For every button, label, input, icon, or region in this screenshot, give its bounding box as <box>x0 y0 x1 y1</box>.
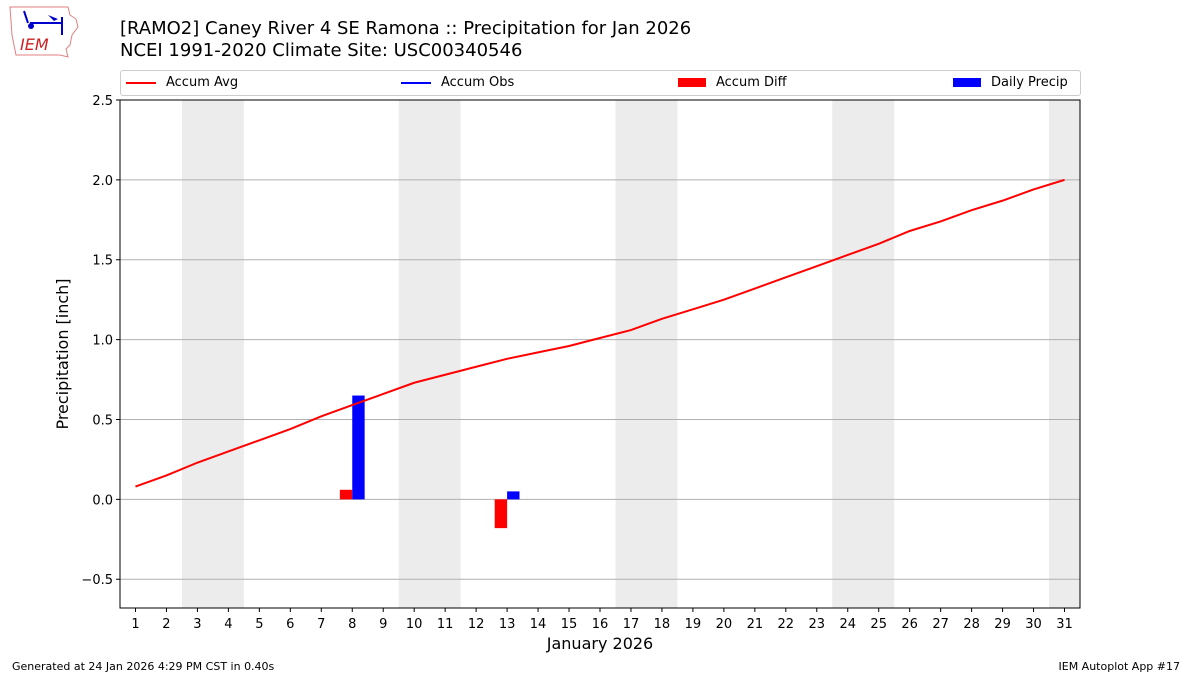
footer-generated: Generated at 24 Jan 2026 4:29 PM CST in … <box>12 660 275 673</box>
x-tick-label: 1 <box>131 617 139 632</box>
x-axis-label: January 2026 <box>546 634 653 653</box>
x-tick-label: 4 <box>224 617 232 632</box>
weekend-shade <box>1049 100 1080 608</box>
x-tick-label: 28 <box>963 617 980 632</box>
legend-accum-avg: Accum Avg <box>126 75 238 90</box>
chart-subtitle: NCEI 1991-2020 Climate Site: USC00340546 <box>120 40 523 61</box>
x-tick-label: 25 <box>870 617 887 632</box>
accum-diff-bar <box>339 489 353 500</box>
weekend-shade <box>615 100 678 608</box>
daily-precip-bar <box>507 491 520 500</box>
x-tick-label: 7 <box>317 617 325 632</box>
y-tick-label: 1.5 <box>92 254 113 269</box>
x-tick-label: 27 <box>932 617 949 632</box>
x-tick-label: 26 <box>901 617 918 632</box>
y-tick-label: 2.5 <box>92 94 113 109</box>
x-tick-label: 15 <box>561 617 578 632</box>
x-tick-label: 23 <box>809 617 826 632</box>
x-tick-label: 9 <box>379 617 387 632</box>
weekend-shade <box>181 100 244 608</box>
chart-title: [RAMO2] Caney River 4 SE Ramona :: Preci… <box>120 18 692 39</box>
legend-accum-diff: Accum Diff <box>678 75 787 90</box>
weekend-shade <box>832 100 895 608</box>
x-tick-label: 10 <box>406 617 423 632</box>
x-tick-label: 14 <box>530 617 547 632</box>
y-tick-label: 0.0 <box>92 493 113 508</box>
x-tick-label: 12 <box>468 617 485 632</box>
x-tick-label: 29 <box>994 617 1011 632</box>
x-tick-label: 20 <box>716 617 733 632</box>
x-tick-label: 16 <box>592 617 609 632</box>
legend-daily-precip: Daily Precip <box>953 75 1068 90</box>
x-tick-label: 8 <box>348 617 356 632</box>
y-tick-label: −0.5 <box>81 573 113 588</box>
x-tick-label: 24 <box>839 617 856 632</box>
x-tick-label: 5 <box>255 617 263 632</box>
x-tick-label: 17 <box>623 617 640 632</box>
legend-accum-obs: Accum Obs <box>401 75 514 90</box>
x-tick-label: 31 <box>1056 617 1073 632</box>
x-tick-label: 11 <box>437 617 454 632</box>
x-tick-label: 18 <box>654 617 671 632</box>
x-tick-label: 6 <box>286 617 294 632</box>
x-tick-label: 19 <box>685 617 702 632</box>
plot-frame <box>119 99 1081 609</box>
x-tick-label: 30 <box>1025 617 1042 632</box>
accum-avg-line <box>135 178 1065 488</box>
accum-diff-bar <box>494 499 508 529</box>
x-tick-label: 2 <box>162 617 170 632</box>
x-tick-label: 3 <box>193 617 201 632</box>
y-tick-label: 0.5 <box>92 413 113 428</box>
y-tick-label: 2.0 <box>92 174 113 189</box>
y-tick-label: 1.0 <box>92 334 113 349</box>
legend: Accum Avg Accum Obs Accum Diff Daily Pre… <box>120 70 1081 96</box>
x-tick-label: 22 <box>778 617 795 632</box>
weekend-shade <box>398 100 461 608</box>
x-tick-label: 13 <box>499 617 516 632</box>
footer-app: IEM Autoplot App #17 <box>1058 660 1181 673</box>
iem-logo: IEM <box>8 5 80 59</box>
svg-text:IEM: IEM <box>20 35 49 54</box>
y-axis-label: Precipitation [inch] <box>53 278 72 429</box>
x-tick-label: 21 <box>747 617 764 632</box>
daily-precip-bar <box>352 395 365 500</box>
